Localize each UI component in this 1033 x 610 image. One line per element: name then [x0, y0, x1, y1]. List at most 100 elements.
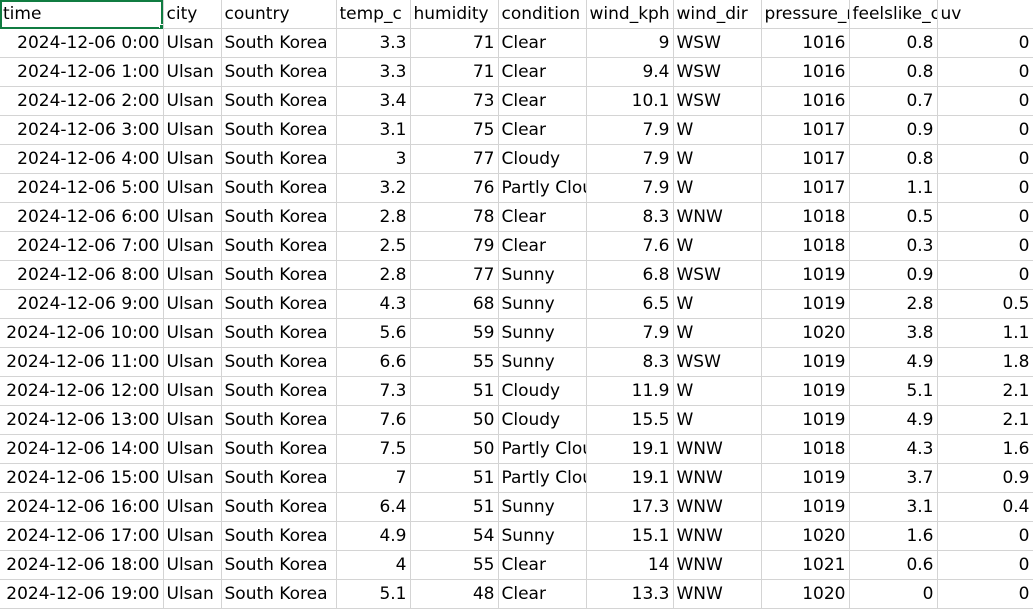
cell-uv[interactable]: 0 — [937, 260, 1033, 290]
cell-wind-dir[interactable]: WNW — [673, 579, 762, 609]
header-cell-country[interactable]: country — [221, 0, 337, 29]
cell-humidity[interactable]: 51 — [410, 376, 499, 406]
cell-condition[interactable]: Clear — [498, 579, 587, 609]
cell-condition[interactable]: Sunny — [498, 521, 587, 551]
cell-pressure[interactable]: 1019 — [761, 492, 850, 522]
cell-temp-c[interactable]: 3.2 — [336, 173, 411, 203]
cell-pressure[interactable]: 1019 — [761, 376, 850, 406]
cell-country[interactable]: South Korea — [221, 57, 337, 87]
cell-wind-kph[interactable]: 6.5 — [586, 289, 674, 319]
cell-city[interactable]: Ulsan — [163, 202, 222, 232]
cell-uv[interactable]: 0 — [937, 173, 1033, 203]
cell-uv[interactable]: 0 — [937, 144, 1033, 174]
cell-wind-kph[interactable]: 8.3 — [586, 202, 674, 232]
header-cell-temp-c[interactable]: temp_c — [336, 0, 411, 29]
cell-wind-kph[interactable]: 7.9 — [586, 173, 674, 203]
cell-uv[interactable]: 0 — [937, 28, 1033, 58]
cell-wind-dir[interactable]: WSW — [673, 86, 762, 116]
cell-temp-c[interactable]: 3 — [336, 144, 411, 174]
cell-country[interactable]: South Korea — [221, 86, 337, 116]
cell-wind-kph[interactable]: 7.9 — [586, 318, 674, 348]
cell-temp-c[interactable]: 7.3 — [336, 376, 411, 406]
cell-wind-kph[interactable]: 11.9 — [586, 376, 674, 406]
cell-feelslike-c[interactable]: 0.9 — [849, 115, 938, 145]
cell-pressure[interactable]: 1017 — [761, 144, 850, 174]
cell-wind-dir[interactable]: W — [673, 376, 762, 406]
cell-time[interactable]: 2024-12-06 12:00 — [0, 376, 164, 406]
cell-condition[interactable]: Cloudy — [498, 376, 587, 406]
cell-temp-c[interactable]: 3.3 — [336, 28, 411, 58]
cell-country[interactable]: South Korea — [221, 405, 337, 435]
cell-feelslike-c[interactable]: 0.3 — [849, 231, 938, 261]
cell-pressure[interactable]: 1016 — [761, 28, 850, 58]
cell-feelslike-c[interactable]: 3.8 — [849, 318, 938, 348]
cell-feelslike-c[interactable]: 0.9 — [849, 260, 938, 290]
cell-humidity[interactable]: 71 — [410, 28, 499, 58]
cell-uv[interactable]: 2.1 — [937, 376, 1033, 406]
cell-wind-kph[interactable]: 7.6 — [586, 231, 674, 261]
cell-wind-kph[interactable]: 13.3 — [586, 579, 674, 609]
cell-time[interactable]: 2024-12-06 15:00 — [0, 463, 164, 493]
cell-uv[interactable]: 1.6 — [937, 434, 1033, 464]
cell-feelslike-c[interactable]: 0.7 — [849, 86, 938, 116]
cell-pressure[interactable]: 1017 — [761, 173, 850, 203]
cell-wind-dir[interactable]: WSW — [673, 28, 762, 58]
cell-humidity[interactable]: 55 — [410, 550, 499, 580]
cell-feelslike-c[interactable]: 1.6 — [849, 521, 938, 551]
cell-country[interactable]: South Korea — [221, 376, 337, 406]
cell-wind-dir[interactable]: WNW — [673, 521, 762, 551]
header-cell-city[interactable]: city — [163, 0, 222, 29]
cell-condition[interactable]: Cloudy — [498, 144, 587, 174]
cell-wind-dir[interactable]: WSW — [673, 347, 762, 377]
cell-wind-dir[interactable]: WSW — [673, 260, 762, 290]
cell-time[interactable]: 2024-12-06 2:00 — [0, 86, 164, 116]
cell-time[interactable]: 2024-12-06 3:00 — [0, 115, 164, 145]
cell-time[interactable]: 2024-12-06 7:00 — [0, 231, 164, 261]
cell-uv[interactable]: 0 — [937, 231, 1033, 261]
cell-feelslike-c[interactable]: 0.5 — [849, 202, 938, 232]
cell-temp-c[interactable]: 2.8 — [336, 260, 411, 290]
cell-wind-dir[interactable]: W — [673, 173, 762, 203]
cell-temp-c[interactable]: 2.5 — [336, 231, 411, 261]
cell-pressure[interactable]: 1019 — [761, 260, 850, 290]
cell-humidity[interactable]: 55 — [410, 347, 499, 377]
cell-condition[interactable]: Sunny — [498, 347, 587, 377]
cell-country[interactable]: South Korea — [221, 463, 337, 493]
cell-uv[interactable]: 0 — [937, 86, 1033, 116]
cell-humidity[interactable]: 59 — [410, 318, 499, 348]
cell-time[interactable]: 2024-12-06 18:00 — [0, 550, 164, 580]
cell-uv[interactable]: 0 — [937, 202, 1033, 232]
cell-humidity[interactable]: 79 — [410, 231, 499, 261]
cell-humidity[interactable]: 73 — [410, 86, 499, 116]
header-cell-condition[interactable]: condition — [498, 0, 587, 29]
header-cell-humidity[interactable]: humidity — [410, 0, 499, 29]
cell-condition[interactable]: Partly Clou — [498, 434, 587, 464]
cell-time[interactable]: 2024-12-06 6:00 — [0, 202, 164, 232]
header-cell-feelslike-c[interactable]: feelslike_c — [849, 0, 938, 29]
cell-city[interactable]: Ulsan — [163, 57, 222, 87]
cell-pressure[interactable]: 1016 — [761, 57, 850, 87]
cell-condition[interactable]: Clear — [498, 86, 587, 116]
cell-wind-dir[interactable]: W — [673, 405, 762, 435]
cell-uv[interactable]: 0.4 — [937, 492, 1033, 522]
cell-wind-kph[interactable]: 9 — [586, 28, 674, 58]
cell-condition[interactable]: Partly Clou — [498, 173, 587, 203]
cell-wind-dir[interactable]: W — [673, 115, 762, 145]
cell-city[interactable]: Ulsan — [163, 173, 222, 203]
cell-country[interactable]: South Korea — [221, 579, 337, 609]
cell-uv[interactable]: 0 — [937, 115, 1033, 145]
cell-wind-kph[interactable]: 15.5 — [586, 405, 674, 435]
cell-city[interactable]: Ulsan — [163, 318, 222, 348]
cell-condition[interactable]: Clear — [498, 202, 587, 232]
cell-feelslike-c[interactable]: 2.8 — [849, 289, 938, 319]
cell-wind-dir[interactable]: W — [673, 144, 762, 174]
cell-feelslike-c[interactable]: 0.8 — [849, 57, 938, 87]
cell-time[interactable]: 2024-12-06 16:00 — [0, 492, 164, 522]
cell-temp-c[interactable]: 4.9 — [336, 521, 411, 551]
cell-condition[interactable]: Clear — [498, 550, 587, 580]
cell-humidity[interactable]: 76 — [410, 173, 499, 203]
cell-humidity[interactable]: 50 — [410, 405, 499, 435]
cell-temp-c[interactable]: 5.1 — [336, 579, 411, 609]
cell-country[interactable]: South Korea — [221, 260, 337, 290]
cell-condition[interactable]: Cloudy — [498, 405, 587, 435]
